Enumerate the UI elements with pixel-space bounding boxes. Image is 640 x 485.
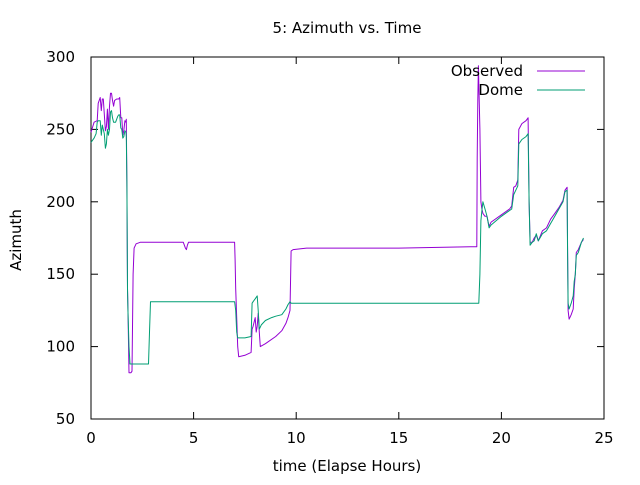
series-lines [90, 65, 584, 374]
y-tick-label: 100 [46, 338, 75, 356]
axis-ticks: 0 5 10 15 20 25 50 100 150 200 250 300 [46, 48, 613, 447]
y-axis-title: Azimuth [7, 209, 25, 271]
y-tick-label: 300 [46, 48, 75, 66]
x-tick-label: 25 [594, 429, 613, 447]
x-tick-label: 20 [492, 429, 511, 447]
plot-frame [90, 56, 605, 420]
legend-label-observed: Observed [451, 62, 523, 80]
x-tick-label: 15 [389, 429, 408, 447]
x-tick-label: 5 [189, 429, 199, 447]
x-axis-title: time (Elapse Hours) [273, 457, 421, 475]
legend-label-dome: Dome [478, 81, 523, 99]
y-tick-label: 50 [56, 410, 75, 428]
series-line-dome [90, 110, 584, 365]
x-tick-label: 10 [287, 429, 306, 447]
y-tick-label: 200 [46, 193, 75, 211]
series-line-observed [90, 65, 584, 374]
y-tick-label: 150 [46, 265, 75, 283]
x-tick-label: 0 [86, 429, 96, 447]
y-tick-label: 250 [46, 120, 75, 138]
chart-title: 5: Azimuth vs. Time [273, 19, 422, 37]
